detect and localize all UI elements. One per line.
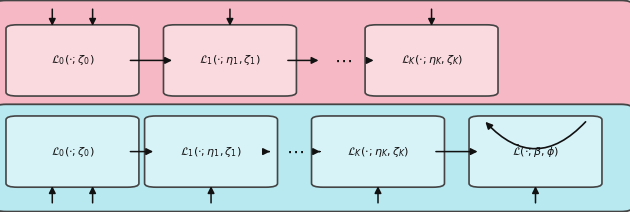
FancyBboxPatch shape [6, 116, 139, 187]
FancyBboxPatch shape [6, 25, 139, 96]
Text: $\mathbf{Y}$: $\mathbf{Y}$ [427, 0, 437, 1]
Text: $\mathcal{L}_1(\cdot;\eta_1,\zeta_1)$: $\mathcal{L}_1(\cdot;\eta_1,\zeta_1)$ [199, 53, 261, 67]
FancyArrowPatch shape [487, 122, 586, 149]
Text: $\mathbf{Y}$: $\mathbf{Y}$ [206, 211, 216, 212]
Text: r: r [90, 0, 95, 1]
Text: $\mathcal{L}_0(\cdot;\zeta_0)$: $\mathcal{L}_0(\cdot;\zeta_0)$ [50, 145, 94, 159]
Text: $\mathcal{L}_1(\cdot;\eta_1,\zeta_1)$: $\mathcal{L}_1(\cdot;\eta_1,\zeta_1)$ [180, 145, 242, 159]
FancyBboxPatch shape [145, 116, 277, 187]
Text: $\mathbf{Y}$: $\mathbf{Y}$ [225, 0, 235, 1]
Text: $\mathcal{L}_0(\cdot;\zeta_0)$: $\mathcal{L}_0(\cdot;\zeta_0)$ [50, 53, 94, 67]
FancyBboxPatch shape [0, 0, 630, 108]
Text: $\bar{\mathcal{L}}(\cdot;\beta,\phi)$: $\bar{\mathcal{L}}(\cdot;\beta,\phi)$ [512, 144, 559, 160]
Text: $\mathcal{L}_K(\cdot;\eta_K,\zeta_K)$: $\mathcal{L}_K(\cdot;\eta_K,\zeta_K)$ [347, 145, 409, 159]
FancyBboxPatch shape [469, 116, 602, 187]
Text: $\cdots$: $\cdots$ [335, 52, 352, 69]
FancyBboxPatch shape [365, 25, 498, 96]
FancyBboxPatch shape [311, 116, 444, 187]
Text: $\mathbf{Y}$: $\mathbf{Y}$ [373, 211, 383, 212]
Text: $\cdots$: $\cdots$ [286, 143, 304, 160]
FancyBboxPatch shape [0, 104, 630, 212]
Text: r: r [90, 211, 95, 212]
Text: $\mathcal{L}_K(\cdot;\eta_K,\zeta_K)$: $\mathcal{L}_K(\cdot;\eta_K,\zeta_K)$ [401, 53, 462, 67]
Text: $\mathbf{Y}$: $\mathbf{Y}$ [530, 211, 541, 212]
Text: $\mathbf{Y}$: $\mathbf{Y}$ [47, 211, 57, 212]
Text: $\mathbf{Y}$: $\mathbf{Y}$ [47, 0, 57, 1]
FancyBboxPatch shape [163, 25, 296, 96]
